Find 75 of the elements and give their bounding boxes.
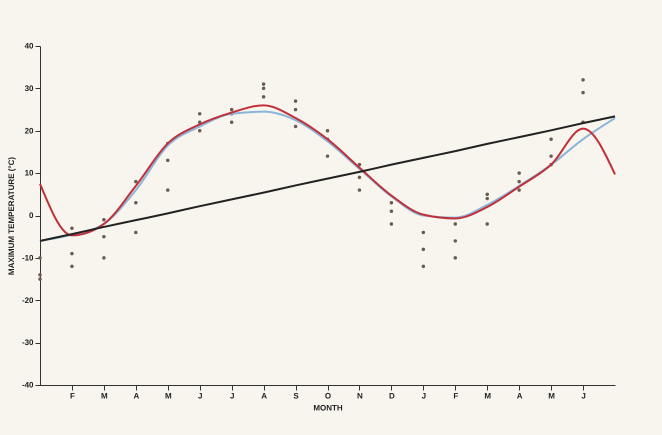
point <box>454 239 458 243</box>
x-tick-label: J <box>230 392 234 400</box>
point <box>485 196 489 200</box>
x-tick-label: M <box>164 392 172 400</box>
point <box>102 234 106 238</box>
point <box>70 264 74 268</box>
y-tick-label: 10 <box>24 168 34 178</box>
point <box>517 188 521 192</box>
point <box>485 192 489 196</box>
point <box>262 82 266 86</box>
point <box>326 154 330 158</box>
x-tick-label: J <box>581 392 586 400</box>
y-tick-label: 20 <box>24 126 34 136</box>
point <box>485 222 489 226</box>
point <box>390 210 394 213</box>
point <box>38 277 42 281</box>
point <box>517 180 521 184</box>
point <box>581 90 585 94</box>
point <box>422 248 426 252</box>
point <box>422 230 426 234</box>
point <box>38 256 42 260</box>
point <box>294 99 298 103</box>
point <box>517 171 521 175</box>
y-tick-label: -20 <box>22 296 34 305</box>
point <box>262 86 266 90</box>
point <box>70 226 74 230</box>
y-tick-label: 0 <box>29 211 34 220</box>
point <box>358 188 362 192</box>
point <box>454 256 458 260</box>
point <box>454 222 458 226</box>
point <box>70 252 74 256</box>
x-tick-label: S <box>293 392 300 400</box>
point <box>102 218 106 222</box>
y-axis-title: MAXIMUM TEMPERATURE (°C) <box>6 156 16 276</box>
point <box>294 108 298 112</box>
y-tick-label: -30 <box>22 338 34 348</box>
x-tick-label: J <box>198 392 202 400</box>
point <box>230 120 234 124</box>
y-tick-label: -40 <box>22 380 34 390</box>
x-tick-label: M <box>484 392 492 400</box>
x-tick-label: F <box>70 392 75 400</box>
point <box>102 256 106 260</box>
y-tick-label: 30 <box>24 84 34 93</box>
point <box>358 176 362 180</box>
x-tick-label: D <box>389 392 395 400</box>
x-axis-title: MONTH <box>313 404 343 412</box>
point <box>581 78 585 82</box>
point <box>134 230 138 234</box>
y-tick-label: -10 <box>22 253 34 262</box>
point <box>198 112 202 116</box>
x-tick-label: N <box>357 392 364 400</box>
x-tick-label: M <box>101 392 108 400</box>
point <box>294 124 298 128</box>
point <box>230 108 234 112</box>
point <box>166 158 170 162</box>
point <box>549 137 553 141</box>
y-tick-label: 40 <box>24 42 34 50</box>
point <box>166 188 170 192</box>
point <box>134 201 138 205</box>
x-tick-label: A <box>133 392 140 400</box>
point <box>134 180 138 184</box>
x-tick-label: A <box>516 392 523 400</box>
point <box>549 154 553 158</box>
point <box>198 129 202 132</box>
point <box>326 129 330 132</box>
point <box>262 95 266 99</box>
x-tick-label: A <box>261 392 268 400</box>
x-tick-label: J <box>422 392 426 400</box>
point <box>422 264 426 268</box>
point <box>390 201 394 205</box>
point <box>38 273 42 277</box>
x-tick-label: O <box>324 392 332 400</box>
x-tick-label: F <box>453 392 458 400</box>
x-tick-label: M <box>548 392 556 400</box>
point <box>390 222 394 226</box>
